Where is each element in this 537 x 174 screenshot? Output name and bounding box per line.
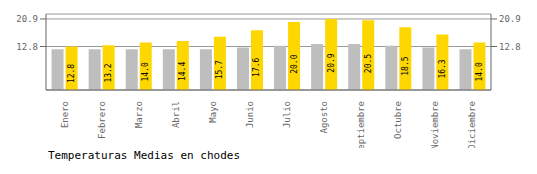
svg-text:20.0: 20.0 [290, 54, 299, 73]
svg-text:13.2: 13.2 [104, 63, 113, 82]
svg-text:18.5: 18.5 [401, 56, 410, 75]
svg-text:20.9: 20.9 [327, 53, 336, 72]
svg-text:Julio: Julio [282, 101, 292, 128]
svg-text:Agosto: Agosto [319, 101, 329, 134]
svg-text:Septiembre: Septiembre [356, 101, 366, 148]
svg-text:Abril: Abril [171, 101, 181, 128]
svg-text:17.6: 17.6 [252, 57, 261, 76]
svg-text:Junio: Junio [245, 101, 255, 128]
svg-text:Noviembre: Noviembre [430, 101, 440, 148]
svg-text:Mayo: Mayo [208, 101, 218, 123]
svg-text:14.0: 14.0 [475, 62, 484, 81]
svg-text:20.9: 20.9 [16, 14, 38, 24]
svg-text:20.9: 20.9 [499, 14, 521, 24]
svg-text:12.8: 12.8 [67, 64, 76, 83]
svg-text:12.8: 12.8 [499, 42, 521, 52]
svg-text:15.7: 15.7 [215, 60, 224, 79]
svg-text:20.5: 20.5 [364, 54, 373, 73]
html-text:Temperaturas Medias en chodes: Temperaturas Medias en chodes [48, 149, 241, 162]
svg-text:12.8: 12.8 [16, 42, 38, 52]
svg-text:Enero: Enero [60, 101, 70, 128]
svg-text:16.3: 16.3 [438, 59, 447, 78]
svg-text:Febrero: Febrero [97, 101, 107, 139]
svg-text:Diciembre: Diciembre [467, 101, 477, 148]
svg-text:Marzo: Marzo [134, 101, 144, 128]
svg-text:14.4: 14.4 [178, 62, 187, 81]
svg-text:Octubre: Octubre [393, 101, 403, 139]
svg-text:14.0: 14.0 [141, 62, 150, 81]
